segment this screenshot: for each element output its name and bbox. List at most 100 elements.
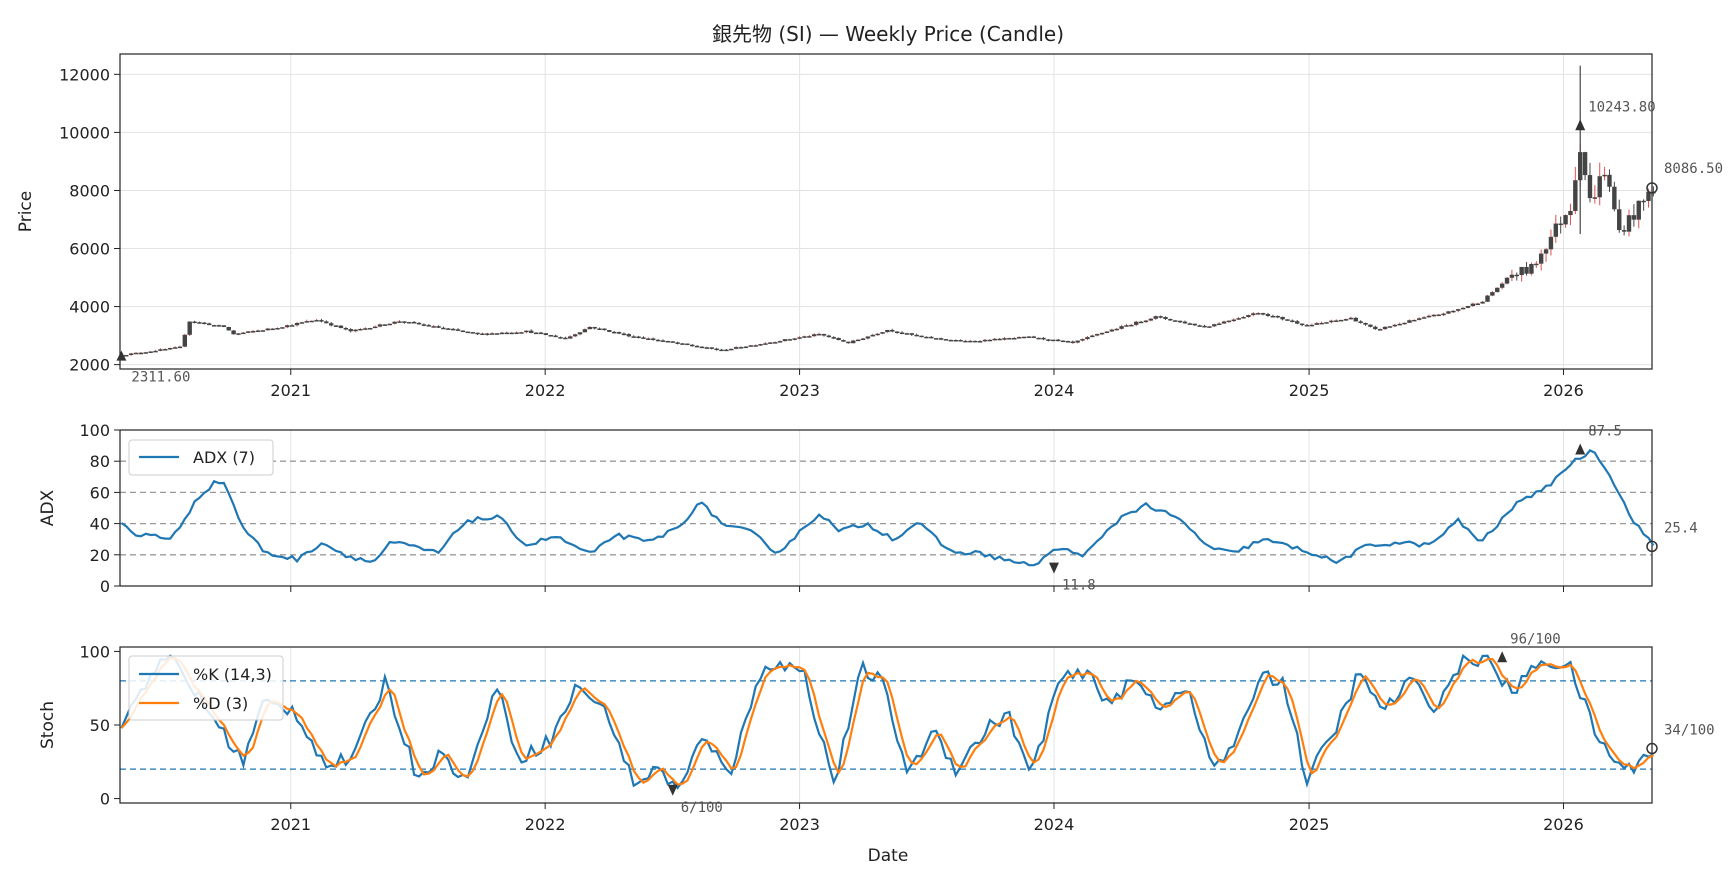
legend-box <box>128 439 274 476</box>
candle-body <box>724 349 729 352</box>
candle-body <box>460 330 466 333</box>
candle-body <box>768 342 773 344</box>
candle-body <box>1343 319 1349 321</box>
candle-body <box>1519 266 1524 276</box>
candle-body <box>1177 320 1183 323</box>
candle-body <box>275 328 280 330</box>
candle-body <box>655 339 661 342</box>
last-annotation: 25.4 <box>1664 520 1698 536</box>
last-annotation: 8086.50 <box>1664 161 1723 177</box>
candle-body <box>1368 324 1373 327</box>
candle-body <box>1241 317 1246 319</box>
candle-body <box>1012 338 1017 340</box>
candle-body <box>1036 337 1041 340</box>
candle-body <box>973 340 978 343</box>
candle-body <box>690 344 695 347</box>
candle-body <box>748 345 753 347</box>
candle-body <box>260 330 266 332</box>
y-tick-label: 50 <box>90 716 110 735</box>
candle-body <box>558 337 563 339</box>
y-tick-label: 10000 <box>59 123 110 142</box>
candle-body <box>1480 301 1485 304</box>
candle-body <box>1538 253 1544 264</box>
candle-body <box>797 337 802 339</box>
candle-body <box>143 352 148 354</box>
candle-body <box>836 337 841 341</box>
candle-body <box>1431 314 1437 317</box>
candle-body <box>1070 341 1075 344</box>
candle-body <box>319 320 324 322</box>
candle-body <box>685 343 690 346</box>
candle-body <box>646 338 651 340</box>
candle-body <box>1207 326 1212 328</box>
candle-body <box>265 328 270 331</box>
x-tick-label: 2022 <box>525 381 566 400</box>
candle-body <box>1275 315 1280 318</box>
candle-body <box>1426 315 1432 318</box>
candle-body <box>1099 332 1105 335</box>
candle-body <box>651 338 656 340</box>
candle-body <box>353 329 358 332</box>
candle-body <box>992 338 997 341</box>
candle-body <box>250 331 256 333</box>
candle-body <box>763 343 768 345</box>
candle-body <box>577 332 583 335</box>
candle-body <box>348 329 353 332</box>
candle-body <box>202 322 207 325</box>
y-tick-label: 20 <box>90 546 110 565</box>
candle-body <box>465 331 471 334</box>
candle-body <box>538 332 544 335</box>
candle-body <box>1299 323 1305 326</box>
candle-body <box>631 336 636 338</box>
candle-body <box>938 338 944 340</box>
candle-body <box>231 330 236 335</box>
candle-body <box>1353 317 1358 322</box>
candle-body <box>387 323 392 326</box>
candle-body <box>1158 316 1163 318</box>
candle-body <box>772 342 778 344</box>
candle-body <box>875 333 880 336</box>
candle-body <box>943 339 949 341</box>
candle-body <box>660 340 666 342</box>
x-tick-label: 2022 <box>525 815 566 834</box>
candle-body <box>1138 321 1144 324</box>
candle-body <box>919 335 924 338</box>
max-marker <box>1575 119 1586 131</box>
plot-frame <box>119 429 1653 587</box>
candle-body <box>529 330 534 333</box>
candle-body <box>997 338 1002 341</box>
candle-body <box>1280 316 1285 320</box>
candle-body <box>504 332 510 335</box>
legend-label: ADX (7) <box>193 448 255 467</box>
candle-body <box>207 323 212 326</box>
y-tick-label: 6000 <box>69 240 110 259</box>
x-tick-label: 2023 <box>779 381 820 400</box>
candle-body <box>289 325 295 327</box>
candle-body <box>314 320 319 322</box>
candle-body <box>1543 249 1549 254</box>
candle-body <box>885 329 890 333</box>
candle-body <box>1202 325 1207 328</box>
y-tick-label: 8000 <box>69 181 110 200</box>
last-annotation: 34/100 <box>1664 723 1715 739</box>
candle-body <box>831 337 836 339</box>
candle-body <box>1587 175 1593 199</box>
candle-body <box>665 340 671 343</box>
candle-body <box>968 340 973 343</box>
y-tick-label: 0 <box>100 577 110 596</box>
candle-body <box>1104 331 1110 333</box>
x-tick-label: 2025 <box>1289 381 1330 400</box>
candle-body <box>851 340 856 344</box>
x-tick-label: 2026 <box>1543 381 1584 400</box>
candle-body <box>309 320 314 323</box>
candle-body <box>372 326 378 329</box>
candle-body <box>1270 315 1276 318</box>
candle-body <box>1153 316 1158 319</box>
candle-body <box>1363 322 1368 325</box>
candle-body <box>738 347 744 349</box>
candle-body <box>294 323 300 326</box>
candle-body <box>865 336 871 339</box>
candle-body <box>592 326 597 329</box>
candle-body <box>1129 324 1134 327</box>
candle-body <box>138 352 144 355</box>
